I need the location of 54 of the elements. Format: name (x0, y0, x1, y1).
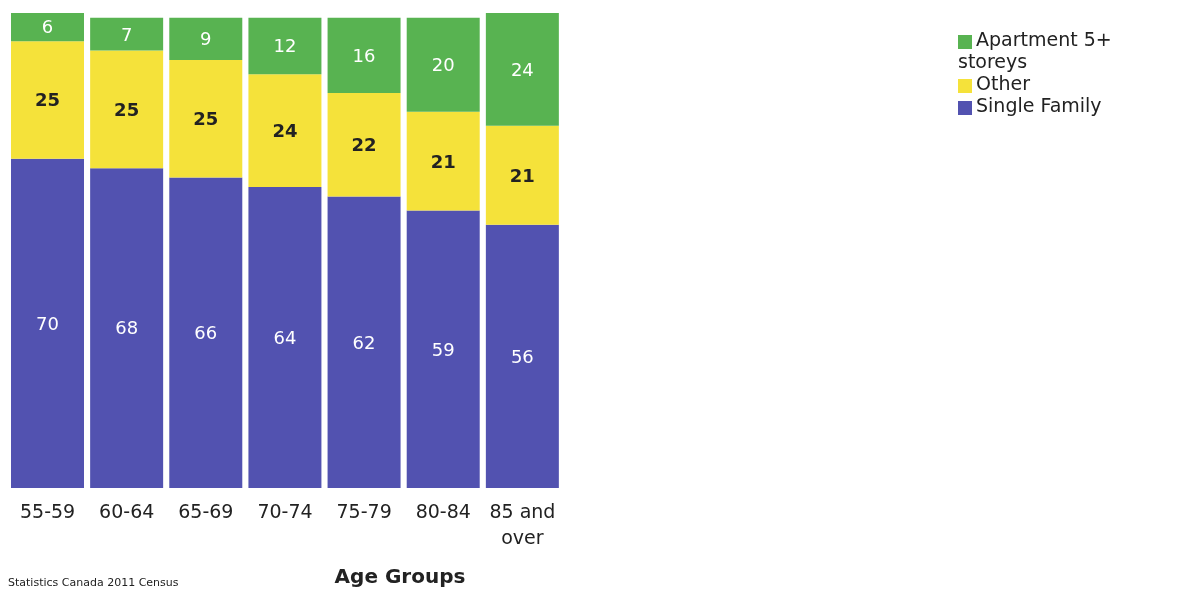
bar (90, 168, 164, 488)
x-tick-label: 60-64 (99, 500, 155, 522)
bar (11, 41, 84, 159)
data-label: 7 (120, 23, 133, 45)
bar (11, 13, 84, 42)
data-label: 16 (352, 44, 376, 66)
data-label: 25 (193, 108, 219, 130)
data-label: 21 (430, 150, 456, 172)
bar (90, 50, 164, 169)
x-tick-label: 65-69 (178, 500, 234, 522)
bar (248, 187, 322, 488)
data-label: 66 (194, 322, 218, 344)
bar (406, 17, 480, 112)
x-tick-label: 75-79 (336, 500, 392, 522)
bar (406, 111, 480, 211)
x-axis-title: Age Groups (334, 564, 466, 588)
data-label: 68 (115, 317, 139, 339)
data-label: 21 (509, 164, 535, 186)
bar (406, 210, 480, 488)
bar (248, 74, 322, 188)
data-label: 70 (36, 312, 59, 334)
bar (485, 125, 559, 225)
data-label: 24 (510, 58, 534, 80)
data-label: 12 (273, 35, 297, 57)
legend-label: Other (976, 72, 1030, 94)
x-tick-label: 80-84 (415, 500, 471, 522)
x-tick-label: 85 and over (489, 500, 556, 548)
text: Statistics Canada 2011 Census (8, 576, 179, 589)
bar (11, 158, 84, 488)
bar (327, 17, 401, 93)
x-tick-label: 70-74 (257, 500, 313, 522)
bar (327, 196, 401, 488)
data-label: 20 (431, 54, 455, 76)
data-label: 64 (273, 326, 297, 348)
data-label: 6 (41, 16, 54, 38)
bar (485, 224, 559, 488)
data-label: 25 (34, 89, 61, 111)
bar (248, 17, 322, 75)
bar (169, 17, 243, 61)
bar (485, 13, 559, 126)
bar (90, 17, 164, 51)
legend-label: Apartment 5+ storeys (958, 28, 1112, 72)
data-label: 56 (510, 345, 534, 367)
bar (169, 60, 243, 178)
data-label: 22 (351, 134, 377, 156)
data-label: 62 (352, 331, 376, 353)
bar (327, 92, 401, 197)
data-label: 9 (200, 28, 212, 50)
legend-label: Single Family (976, 94, 1102, 116)
x-tick-label: 55-59 (19, 500, 76, 522)
data-label: 24 (272, 119, 298, 141)
bar (169, 177, 243, 488)
data-label: 59 (431, 338, 455, 360)
data-label: 25 (114, 98, 140, 120)
